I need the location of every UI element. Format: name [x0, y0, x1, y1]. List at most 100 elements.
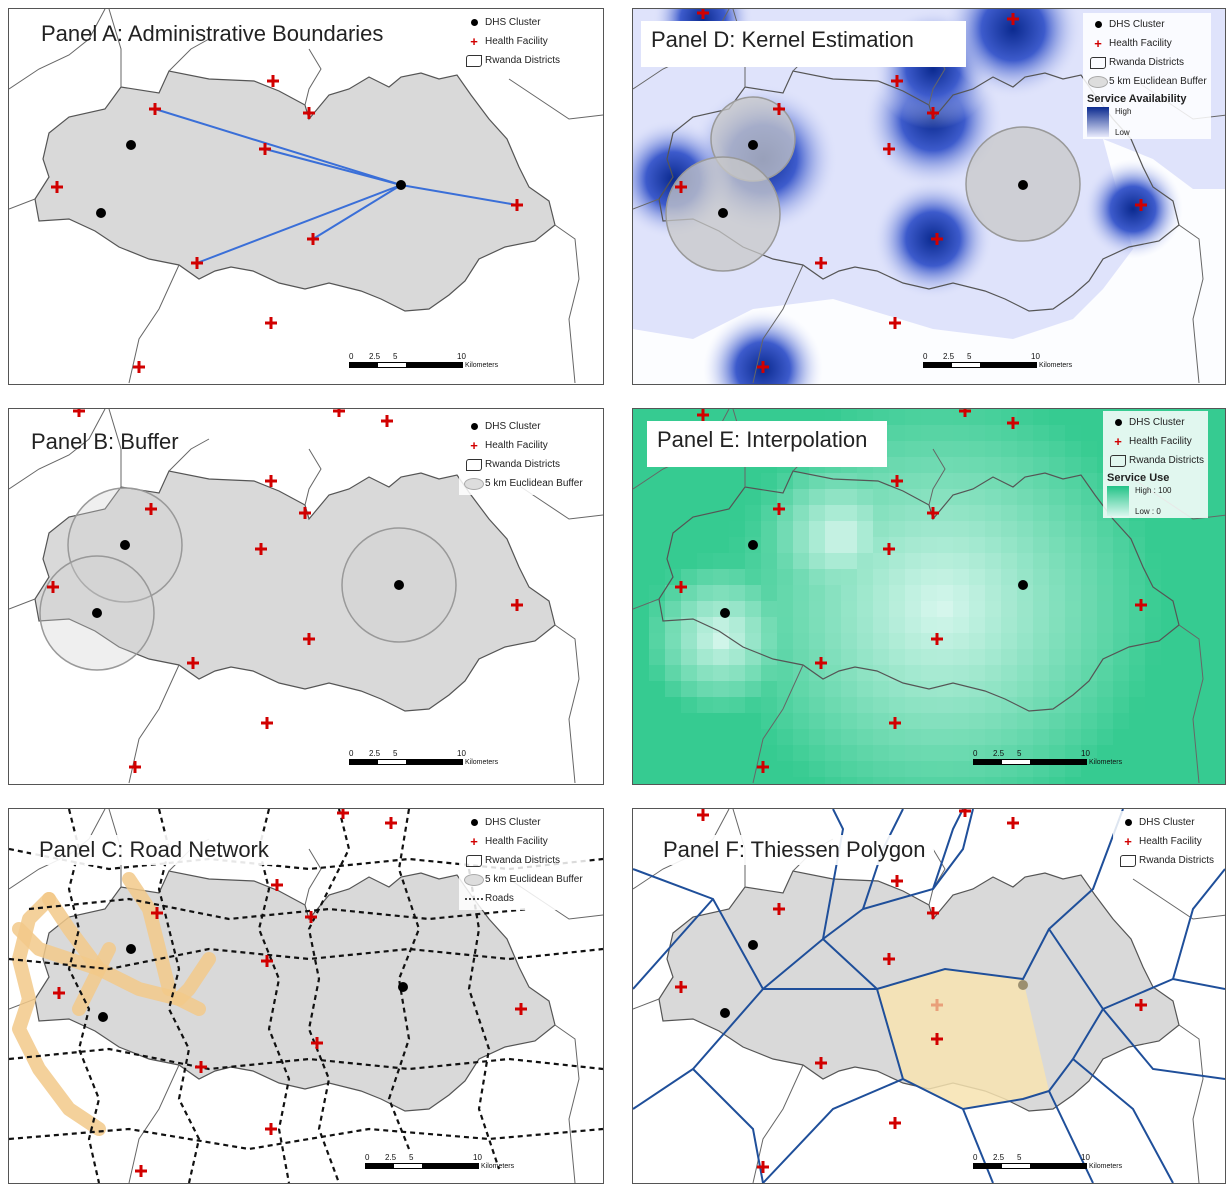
interpolation-cell — [777, 553, 793, 569]
road-line — [9, 1127, 603, 1151]
interpolation-cell — [1209, 457, 1225, 473]
legend-rwanda-districts-symbol — [463, 458, 485, 471]
interpolation-cell — [1001, 681, 1017, 697]
interpolation-cell — [921, 777, 937, 784]
interpolation-cell — [825, 633, 841, 649]
interpolation-cell — [809, 633, 825, 649]
interpolation-cell — [697, 697, 713, 713]
interpolation-cell — [1209, 665, 1225, 681]
interpolation-cell — [729, 697, 745, 713]
scale-tick-label: 0 — [349, 749, 354, 758]
interpolation-cell — [841, 505, 857, 521]
interpolation-cell — [1145, 617, 1161, 633]
interpolation-cell — [1129, 521, 1145, 537]
district-boundary-line — [752, 664, 804, 784]
health-facility-marker — [1007, 13, 1019, 25]
interpolation-cell — [1065, 761, 1081, 777]
health-facility-marker — [187, 657, 199, 669]
scale-unit-label: Kilometers — [1089, 759, 1123, 766]
interpolation-cell — [729, 713, 745, 729]
interpolation-cell — [1145, 521, 1161, 537]
interpolation-cell — [1177, 521, 1193, 537]
district-boundary-line — [304, 448, 322, 506]
interpolation-cell — [1049, 617, 1065, 633]
interpolation-cell — [825, 521, 841, 537]
scale-bar: 0 2.5 5 10 Kilometers — [923, 352, 1072, 369]
interpolation-cell — [1209, 729, 1225, 745]
legend-health-facility-symbol: + — [470, 834, 478, 849]
interpolation-cell — [1017, 665, 1033, 681]
interpolation-cell — [713, 761, 729, 777]
interpolation-cell — [1065, 569, 1081, 585]
interpolation-cell — [1065, 745, 1081, 761]
district-boundary-line — [128, 1064, 180, 1183]
interpolation-cell — [1017, 425, 1033, 441]
health-facility-marker — [697, 809, 709, 821]
interpolation-cell — [857, 569, 873, 585]
interpolation-cell — [729, 649, 745, 665]
interpolation-cell — [953, 457, 969, 473]
interpolation-cell — [745, 713, 761, 729]
interpolation-cell — [745, 505, 761, 521]
interpolation-cell — [1161, 761, 1177, 777]
health-facility-marker — [73, 409, 85, 417]
interpolation-cell — [1161, 745, 1177, 761]
interpolation-cell — [889, 425, 905, 441]
interpolation-cell — [1161, 729, 1177, 745]
interpolation-cell — [921, 537, 937, 553]
interpolation-cell — [1001, 585, 1017, 601]
health-facility-marker — [1007, 817, 1019, 829]
interpolation-cell — [809, 777, 825, 784]
interpolation-cell — [809, 713, 825, 729]
interpolation-cell — [633, 777, 649, 784]
interpolation-cell — [777, 761, 793, 777]
interpolation-cell — [825, 537, 841, 553]
interpolation-cell — [1001, 521, 1017, 537]
health-facility-marker — [385, 817, 397, 829]
district-polygon — [34, 870, 556, 1112]
interpolation-cell — [729, 553, 745, 569]
interpolation-cell — [937, 617, 953, 633]
interpolation-cell — [1065, 441, 1081, 457]
interpolation-cell — [745, 569, 761, 585]
legend-health-facility-label: Health Facility — [485, 836, 548, 847]
interpolation-cell — [665, 681, 681, 697]
interpolation-cell — [1161, 777, 1177, 784]
interpolation-cell — [1001, 665, 1017, 681]
interpolation-cell — [1033, 425, 1049, 441]
interpolation-cell — [1209, 409, 1225, 425]
legend-dhs-cluster: DHS Cluster — [463, 813, 583, 832]
legend-rwanda-districts: Rwanda Districts — [1107, 451, 1204, 470]
interpolation-cell — [1017, 505, 1033, 521]
interpolation-cell — [1209, 681, 1225, 697]
interpolation-cell — [745, 553, 761, 569]
interpolation-cell — [953, 681, 969, 697]
interpolation-cell — [1081, 777, 1097, 784]
legend-dhs-cluster-label: DHS Cluster — [485, 421, 541, 432]
scale-tick-label: 5 — [967, 352, 972, 361]
interpolation-cell — [889, 553, 905, 569]
interpolation-cell — [873, 761, 889, 777]
interpolation-cell — [841, 777, 857, 784]
health-facility-marker — [959, 409, 971, 417]
interpolation-cell — [873, 713, 889, 729]
health-facility-marker — [959, 809, 971, 817]
interpolation-cell — [1049, 633, 1065, 649]
interpolation-cell — [969, 617, 985, 633]
interpolation-cell — [921, 457, 937, 473]
interpolation-cell — [809, 697, 825, 713]
legend-dhs-cluster: DHS Cluster — [1087, 15, 1207, 34]
thiessen-edge — [822, 809, 845, 940]
interpolation-cell — [649, 745, 665, 761]
interpolation-cell — [953, 601, 969, 617]
interpolation-cell — [889, 585, 905, 601]
interpolation-cell — [713, 537, 729, 553]
interpolation-cell — [969, 729, 985, 745]
scale-tick-label: 5 — [1017, 749, 1022, 758]
interpolation-cell — [1097, 601, 1113, 617]
district-boundary-line — [304, 48, 322, 106]
interpolation-cell — [985, 473, 1001, 489]
interpolation-cell — [681, 729, 697, 745]
interpolation-cell — [1193, 665, 1209, 681]
interpolation-cell — [713, 729, 729, 745]
